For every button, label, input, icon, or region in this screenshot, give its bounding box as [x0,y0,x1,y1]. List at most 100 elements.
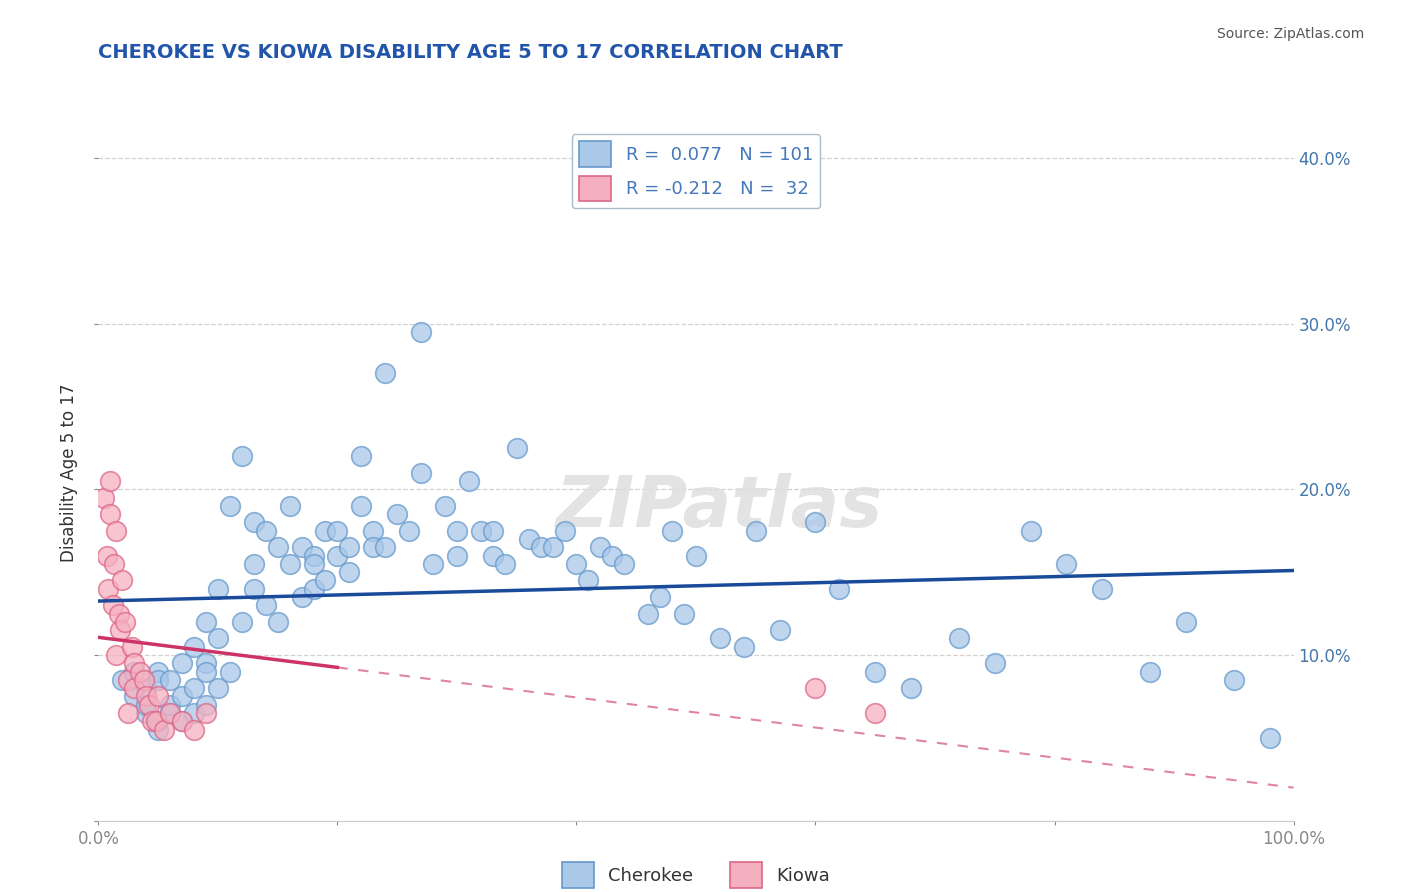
Point [1258,731,1281,745]
Point [411,466,433,480]
Point [254,524,277,538]
Point [101,599,124,613]
Point [231,615,253,629]
Text: CHEROKEE VS KIOWA DISABILITY AGE 5 TO 17 CORRELATION CHART: CHEROKEE VS KIOWA DISABILITY AGE 5 TO 17… [98,44,844,62]
Point [1054,557,1078,571]
Point [565,557,588,571]
Point [194,706,218,720]
Point [148,690,170,704]
Point [506,441,529,455]
Point [124,681,146,695]
Point [148,665,170,679]
Point [637,607,659,621]
Point [481,524,505,538]
Point [145,714,167,729]
Point [267,541,290,555]
Point [129,665,152,679]
Point [446,524,468,538]
Point [98,507,122,521]
Point [374,541,396,555]
Point [768,623,790,637]
Point [315,574,337,588]
Point [111,673,134,687]
Point [613,557,636,571]
Point [141,714,163,729]
Point [446,549,468,563]
Point [97,582,120,596]
Point [194,657,218,671]
Point [105,648,128,662]
Point [948,632,970,646]
Point [589,541,612,555]
Point [302,582,325,596]
Point [159,706,181,720]
Point [243,582,266,596]
Point [385,507,409,521]
Point [254,599,277,613]
Point [107,607,129,621]
Point [98,474,122,488]
Point [172,657,194,671]
Point [1019,524,1042,538]
Point [398,524,420,538]
Point [108,623,131,637]
Point [183,723,205,737]
Point [138,698,160,712]
Point [804,516,827,530]
Point [804,681,827,695]
Point [984,657,1007,671]
Point [291,541,314,555]
Point [124,657,146,671]
Point [135,698,157,712]
Point [105,524,128,538]
Point [554,524,576,538]
Point [172,690,194,704]
Point [124,665,146,679]
Text: ZIPatlas: ZIPatlas [557,473,883,542]
Point [529,541,551,555]
Point [159,673,181,687]
Point [470,524,492,538]
Point [291,590,314,604]
Point [159,706,181,720]
Point [733,640,755,654]
Point [363,541,385,555]
Point [302,557,325,571]
Point [745,524,768,538]
Point [96,549,118,563]
Point [183,681,205,695]
Point [576,574,599,588]
Point [350,449,373,463]
Point [278,499,301,513]
Point [148,723,170,737]
Point [494,557,516,571]
Point [900,681,922,695]
Point [326,549,349,563]
Point [117,706,139,720]
Y-axis label: Disability Age 5 to 17: Disability Age 5 to 17 [60,384,79,562]
Point [315,524,337,538]
Point [172,714,194,729]
Point [1222,673,1246,687]
Point [183,706,205,720]
Point [231,449,253,463]
Point [648,590,672,604]
Point [194,615,218,629]
Legend: R =  0.077   N = 101, R = -0.212   N =  32: R = 0.077 N = 101, R = -0.212 N = 32 [572,134,820,209]
Point [207,632,229,646]
Point [219,499,242,513]
Point [458,474,481,488]
Point [135,690,157,704]
Point [207,681,229,695]
Point [863,706,887,720]
Point [302,549,325,563]
Point [219,665,242,679]
Point [103,557,125,571]
Point [541,541,564,555]
Point [183,640,205,654]
Point [153,723,176,737]
Point [828,582,851,596]
Point [422,557,444,571]
Point [350,499,373,513]
Point [114,615,136,629]
